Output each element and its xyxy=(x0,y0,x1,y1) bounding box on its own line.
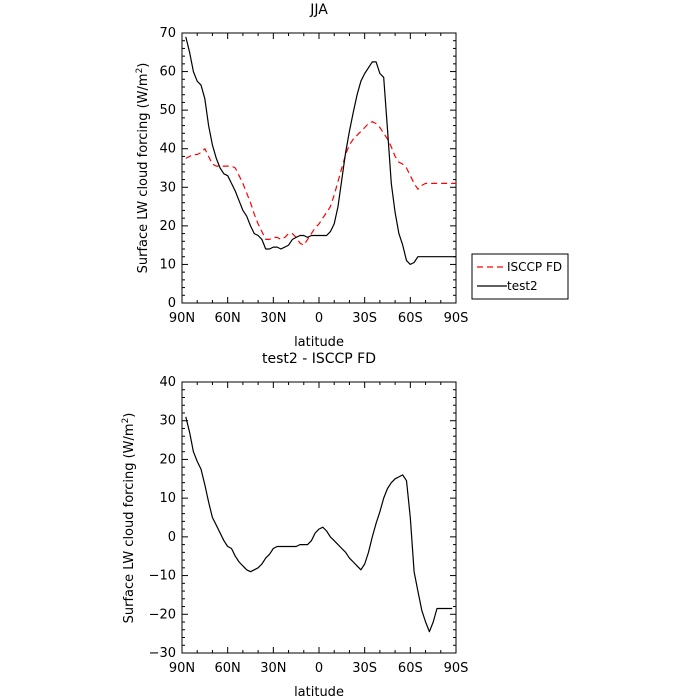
legend-box xyxy=(471,253,569,300)
top-series-lines xyxy=(185,36,456,265)
top-y-axis-label: Surface LW cloud forcing (W/m2) xyxy=(135,63,151,274)
legend: ISCCP FD test2 xyxy=(471,253,569,300)
top-y-tick-label: 40 xyxy=(159,142,176,157)
bottom-x-tick-label: 60N xyxy=(215,661,241,676)
bottom-y-tick-label: −20 xyxy=(149,607,176,622)
top-y-axis-label-sup: 2 xyxy=(135,68,145,74)
legend-label-test2: test2 xyxy=(507,279,538,293)
legend-label-isccp: ISCCP FD xyxy=(507,260,562,274)
bottom-x-tick-label: 0 xyxy=(315,661,323,676)
top-y-tick-label: 10 xyxy=(159,257,176,272)
top-series-line-isccp-fd xyxy=(185,121,456,246)
bottom-y-axis-label-tail: ) xyxy=(122,413,137,418)
bottom-x-tick-label: 60S xyxy=(398,661,423,676)
bottom-y-tick-label: 30 xyxy=(159,414,176,429)
top-series-line-test2 xyxy=(185,36,456,265)
top-y-tick-label: 70 xyxy=(159,26,176,41)
top-y-tick-label: 30 xyxy=(159,180,176,195)
bottom-x-axis-label: latitude xyxy=(294,685,344,700)
top-y-tick-label: 0 xyxy=(168,296,176,311)
bottom-y-axis: −30 −20 −10 0 10 20 30 40 xyxy=(149,375,456,661)
bottom-x-tick-label: 30N xyxy=(260,661,286,676)
top-y-tick-label: 50 xyxy=(159,103,176,118)
top-y-tick-label: 60 xyxy=(159,65,176,80)
bottom-series-line-difference xyxy=(185,416,453,633)
bottom-chart-title: test2 - ISCCP FD xyxy=(262,351,376,367)
bottom-y-tick-label: 20 xyxy=(159,452,176,467)
top-y-axis-label-tail: ) xyxy=(136,63,151,68)
top-x-tick-label: 30S xyxy=(352,311,377,326)
top-y-tick-label: 20 xyxy=(159,219,176,234)
bottom-x-tick-label: 90N xyxy=(169,661,195,676)
bottom-y-tick-label: −30 xyxy=(149,646,176,661)
top-x-axis: 90N 60N 30N 0 30S 60S 90S xyxy=(169,33,469,326)
top-y-axis: 0 10 20 30 40 50 60 70 xyxy=(159,26,456,311)
top-x-axis-label: latitude xyxy=(294,335,344,350)
bottom-y-axis-label-main: Surface LW cloud forcing (W/m xyxy=(122,423,137,623)
bottom-y-axis-label-sup: 2 xyxy=(121,418,131,424)
bottom-x-tick-label: 30S xyxy=(352,661,377,676)
bottom-x-tick-label: 90S xyxy=(444,661,469,676)
top-x-tick-label: 30N xyxy=(260,311,286,326)
bottom-x-axis: 90N 60N 30N 0 30S 60S 90S xyxy=(169,382,469,676)
bottom-y-tick-label: 10 xyxy=(159,491,176,506)
top-x-tick-label: 0 xyxy=(315,311,323,326)
top-x-tick-label: 90S xyxy=(444,311,469,326)
top-x-tick-label: 90N xyxy=(169,311,195,326)
bottom-y-tick-label: −10 xyxy=(149,569,176,584)
bottom-y-tick-label: 0 xyxy=(168,530,176,545)
bottom-series-lines xyxy=(185,416,453,633)
top-y-axis-label-main: Surface LW cloud forcing (W/m xyxy=(136,73,151,273)
top-x-tick-label: 60S xyxy=(398,311,423,326)
bottom-y-tick-label: 40 xyxy=(159,375,176,390)
top-chart-title: JJA xyxy=(309,2,328,18)
bottom-y-axis-label: Surface LW cloud forcing (W/m2) xyxy=(121,413,137,624)
top-x-tick-label: 60N xyxy=(215,311,241,326)
